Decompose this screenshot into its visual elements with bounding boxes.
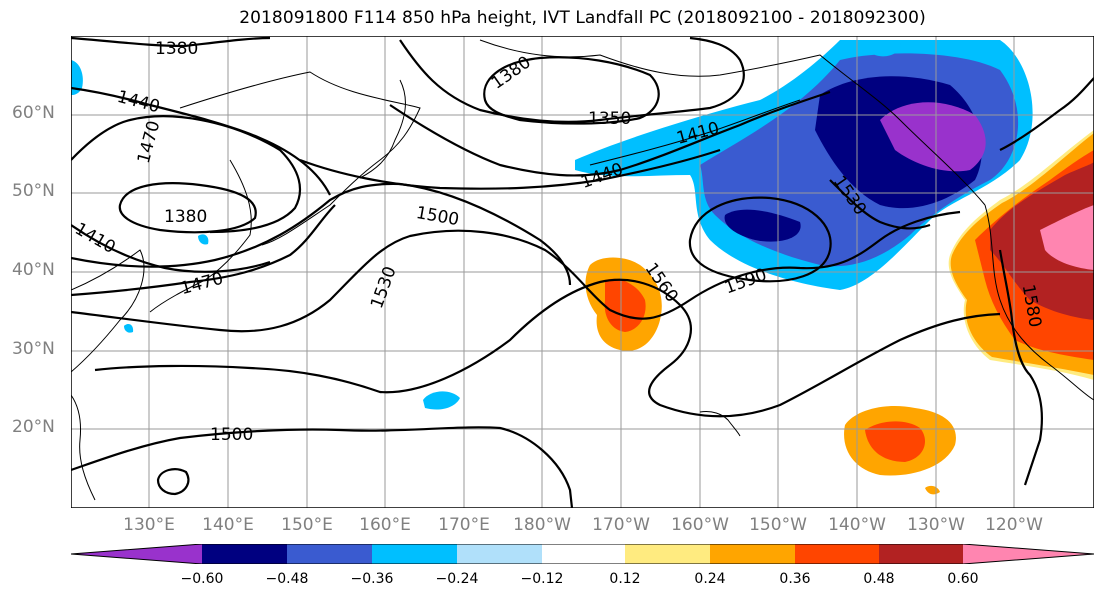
colorbar-tick-2: −0.36 xyxy=(350,571,394,587)
lat-label-40n: 40°N xyxy=(12,260,55,280)
contour-1350-loop xyxy=(483,56,660,125)
coast-aleutians xyxy=(589,99,801,166)
coast-alaska xyxy=(479,39,986,206)
lon-label-130e: 130°E xyxy=(123,515,175,535)
colorbar-tick-8: 0.48 xyxy=(863,571,895,587)
lon-label-140e: 140°E xyxy=(202,515,254,535)
map-panel: 1380 1380 1350 1410 1440 1470 1440 1380 … xyxy=(71,36,1094,508)
colorbar-tick-6: 0.24 xyxy=(694,571,726,587)
contour-1560 xyxy=(94,278,1001,418)
contour-label-1500-b: 1500 xyxy=(210,425,253,445)
ivt-negative-region-light-blue-2 xyxy=(860,40,901,57)
contour-1500-south xyxy=(71,426,574,508)
colorbar-segment-2 xyxy=(287,544,372,564)
coast-kamchatka xyxy=(359,79,406,179)
lat-label-60n: 60°N xyxy=(12,103,55,123)
contour-1580-east xyxy=(998,249,1044,486)
colorbar-segment-3 xyxy=(372,544,457,564)
ivt-negative-region-small-3 xyxy=(124,324,134,333)
coast-north-america-west xyxy=(984,204,1094,401)
colorbar xyxy=(71,544,1094,564)
colorbar-tick-3: −0.24 xyxy=(435,571,479,587)
colorbar-segment-0 xyxy=(71,544,202,564)
lon-label-170e: 170°E xyxy=(438,515,490,535)
lon-label-140w: 140°W xyxy=(828,515,886,535)
contour-1440-north xyxy=(299,148,721,190)
colorbar-segment-5 xyxy=(542,544,625,564)
contour-1530-east xyxy=(829,179,931,230)
coast-asia-north xyxy=(179,71,421,246)
coast-sw-asia xyxy=(71,394,96,501)
contour-1470-mid xyxy=(71,204,336,297)
coastlines xyxy=(71,39,1094,501)
contour-1380-north xyxy=(399,36,745,124)
contour-1410-north xyxy=(389,90,831,177)
contour-1380-loop xyxy=(118,182,257,234)
contour-east-upper xyxy=(999,77,1094,151)
ivt-positive-region-east-pink xyxy=(1040,205,1094,270)
colorbar-tick-4: −0.12 xyxy=(520,571,564,587)
colorbar-segment-10 xyxy=(963,544,1094,564)
lon-label-180w: 180°W xyxy=(513,515,571,535)
coast-korea-china xyxy=(71,249,145,373)
contour-1380-top xyxy=(71,36,271,48)
contour-1410-left xyxy=(71,224,271,273)
contour-1590-loop xyxy=(688,196,832,283)
lon-label-150w: 150°W xyxy=(749,515,807,535)
lon-label-120w: 120°W xyxy=(985,515,1043,535)
lon-label-150e: 150°E xyxy=(281,515,333,535)
lat-label-20n: 20°N xyxy=(12,417,55,437)
lat-label-30n: 30°N xyxy=(12,339,55,359)
ivt-positive-region-south-red xyxy=(865,421,925,462)
contour-label-1380-a: 1380 xyxy=(155,39,198,59)
colorbar-segment-7 xyxy=(710,544,795,564)
contour-1470-left xyxy=(71,115,302,234)
coast-hawaii xyxy=(699,411,741,437)
ivt-negative-region-cyan-left xyxy=(71,60,83,96)
contour-label-1350: 1350 xyxy=(588,109,631,129)
map-title: 2018091800 F114 850 hPa height, IVT Land… xyxy=(239,8,926,28)
lat-label-50n: 50°N xyxy=(12,181,55,201)
contour-small-loop-south xyxy=(156,468,190,496)
lon-label-160w: 160°W xyxy=(671,515,729,535)
colorbar-tick-0: −0.60 xyxy=(180,571,224,587)
colorbar-tick-1: −0.48 xyxy=(265,571,309,587)
colorbar-tick-9: 0.60 xyxy=(947,571,979,587)
contour-1500-jet xyxy=(71,182,572,286)
contour-1530-big xyxy=(71,210,961,333)
colorbar-tick-7: 0.36 xyxy=(779,571,811,587)
colorbar-segment-4 xyxy=(457,544,542,564)
lon-label-130w: 130°W xyxy=(907,515,965,535)
ivt-negative-region-navy-2 xyxy=(724,209,801,242)
ivt-positive-region-east-darkred xyxy=(990,162,1094,320)
colorbar-segment-6 xyxy=(625,544,710,564)
ivt-negative-region-small-2 xyxy=(198,234,209,245)
colorbar-segment-9 xyxy=(879,544,963,564)
colorbar-tick-5: 0.12 xyxy=(609,571,641,587)
height-contours xyxy=(71,36,1094,508)
contour-label-1380-c: 1380 xyxy=(164,207,207,227)
ivt-negative-region-small-1 xyxy=(423,391,460,410)
ivt-negative-region-purple xyxy=(880,102,986,172)
lon-label-160e: 160°E xyxy=(359,515,411,535)
lon-label-170w: 170°W xyxy=(592,515,650,535)
colorbar-segment-1 xyxy=(202,544,287,564)
colorbar-segment-8 xyxy=(795,544,879,564)
